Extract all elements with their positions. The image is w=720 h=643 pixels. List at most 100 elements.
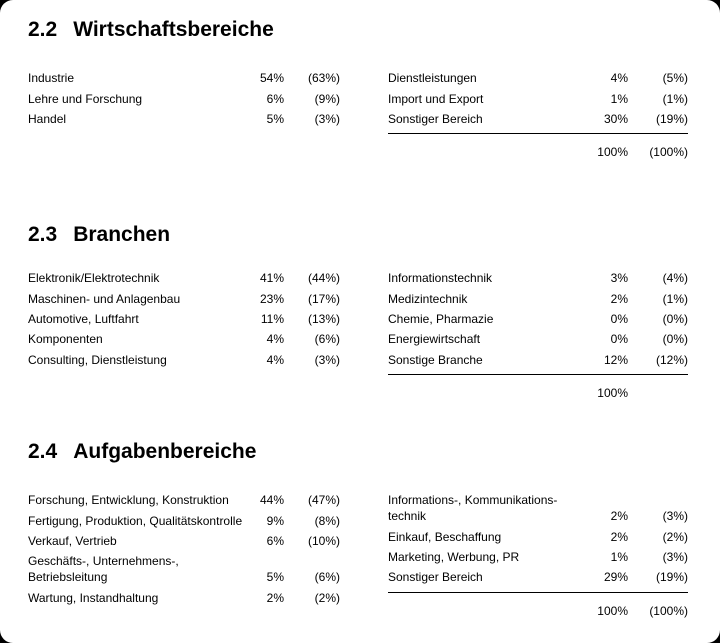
section-heading: 2.3 Branchen [28, 222, 688, 248]
row-value-previous: (12%) [655, 352, 688, 367]
section-title: Branchen [73, 223, 171, 246]
row-label: Forschung, Entwicklung, Konstruktion [28, 493, 229, 508]
total-value-current: 100% [597, 145, 628, 160]
row-value-previous: (19%) [655, 570, 688, 585]
section-columns: Industrie 54% (63%) Lehre und Forschung … [28, 68, 688, 163]
total-value-current: 100% [597, 386, 628, 401]
row-value-current: 5% [266, 570, 284, 585]
row-label: Sonstige Branche [388, 352, 483, 367]
row-value-current: 41% [259, 271, 284, 286]
stat-row: Maschinen- und Anlagenbau 23% (17%) [28, 288, 340, 308]
stat-row: Fertigung, Produktion, Qualitätskontroll… [28, 510, 340, 530]
stats-table-left: Forschung, Entwicklung, Konstruktion 44%… [28, 490, 340, 621]
stat-row: Energiewirtschaft 0% (0%) [388, 329, 688, 349]
row-value-current: 1% [610, 549, 628, 564]
row-label: Einkauf, Beschaffung [388, 529, 502, 544]
row-value-current: 9% [266, 513, 284, 528]
row-label: Lehre und Forschung [28, 91, 143, 106]
row-label: Fertigung, Produktion, Qualitätskontroll… [28, 513, 243, 528]
row-label: Marketing, Werbung, PR [388, 549, 520, 564]
stats-table-right: Informations-, Kommunikations- technik 2… [388, 490, 688, 621]
row-value-previous: (1%) [662, 91, 688, 106]
row-value-previous: (3%) [662, 509, 688, 524]
stat-row: Sonstiger Bereich 29% (19%) [388, 567, 688, 587]
row-label: Wartung, Instandhaltung [28, 590, 159, 605]
stats-table-right: Informationstechnik 3% (4%) Medizintechn… [388, 268, 688, 403]
stat-row: Informations-, Kommunikations- technik 2… [388, 490, 688, 526]
stat-row: Marketing, Werbung, PR 1% (3%) [388, 547, 688, 567]
total-value-previous: (100%) [649, 145, 688, 160]
row-value-previous: (8%) [314, 513, 340, 528]
row-label: Dienstleistungen [388, 71, 477, 86]
stat-row: Verkauf, Vertrieb 6% (10%) [28, 531, 340, 551]
row-value-current: 12% [603, 352, 628, 367]
total-value-previous: (100%) [649, 603, 688, 618]
row-value-current: 2% [610, 529, 628, 544]
row-value-previous: (6%) [314, 332, 340, 347]
section-heading: 2.2 Wirtschaftsbereiche [28, 17, 688, 43]
stats-table-left: Elektronik/Elektrotechnik 41% (44%) Masc… [28, 268, 340, 403]
row-value-previous: (44%) [307, 271, 340, 286]
row-value-current: 23% [259, 291, 284, 306]
row-value-previous: (2%) [314, 590, 340, 605]
stat-row: Sonstige Branche 12% (12%) [388, 350, 688, 370]
stat-row: Geschäfts-, Unternehmens-, Betriebsleitu… [28, 551, 340, 587]
row-value-previous: (19%) [655, 111, 688, 126]
row-value-previous: (6%) [314, 570, 340, 585]
row-value-previous: (4%) [662, 271, 688, 286]
sum-divider [388, 133, 688, 135]
row-value-previous: (3%) [662, 549, 688, 564]
row-value-previous: (5%) [662, 71, 688, 86]
row-value-previous: (2%) [662, 529, 688, 544]
row-value-previous: (9%) [314, 91, 340, 106]
row-value-previous: (3%) [314, 111, 340, 126]
row-value-current: 6% [266, 91, 284, 106]
stat-row: Consulting, Dienstleistung 4% (3%) [28, 350, 340, 370]
section-title: Aufgabenbereiche [73, 440, 257, 463]
section-columns: Forschung, Entwicklung, Konstruktion 44%… [28, 490, 688, 621]
row-label: Handel [28, 111, 67, 126]
row-label: Medizintechnik [388, 291, 468, 306]
stat-row: Forschung, Entwicklung, Konstruktion 44%… [28, 490, 340, 510]
row-value-current: 5% [266, 111, 284, 126]
totals-row: 100% (100%) [388, 142, 688, 162]
stat-row: Industrie 54% (63%) [28, 68, 340, 88]
stat-row: Elektronik/Elektrotechnik 41% (44%) [28, 268, 340, 288]
section-heading: 2.4 Aufgabenbereiche [28, 439, 688, 465]
row-value-previous: (17%) [307, 291, 340, 306]
row-label: Maschinen- und Anlagenbau [28, 291, 181, 306]
row-value-current: 30% [603, 111, 628, 126]
row-value-current: 4% [266, 332, 284, 347]
row-label: Komponenten [28, 332, 103, 347]
section-number: 2.4 [28, 440, 58, 463]
totals-row: 100% (100%) [388, 601, 688, 621]
section-title: Wirtschaftsbereiche [73, 18, 274, 41]
sum-divider [388, 373, 688, 375]
row-value-current: 3% [610, 271, 628, 286]
stat-row: Einkauf, Beschaffung 2% (2%) [388, 526, 688, 546]
stats-table-left: Industrie 54% (63%) Lehre und Forschung … [28, 68, 340, 163]
stat-row: Dienstleistungen 4% (5%) [388, 68, 688, 88]
row-label: Sonstiger Bereich [388, 570, 483, 585]
row-value-current: 54% [259, 71, 284, 86]
row-value-current: 2% [266, 590, 284, 605]
section-aufgabenbereiche: 2.4 Aufgabenbereiche Forschung, Entwicklu… [28, 439, 688, 621]
row-value-current: 4% [266, 352, 284, 367]
row-value-current: 44% [259, 493, 284, 508]
stats-table-right: Dienstleistungen 4% (5%) Import und Expo… [388, 68, 688, 163]
stat-row: Import und Export 1% (1%) [388, 88, 688, 108]
row-value-previous: (0%) [662, 311, 688, 326]
row-value-current: 4% [610, 71, 628, 86]
section-wirtschaftsbereiche: 2.2 Wirtschaftsbereiche Industrie 54% (63… [28, 17, 688, 163]
row-label: Energiewirtschaft [388, 332, 481, 347]
row-value-previous: (63%) [307, 71, 340, 86]
row-value-current: 1% [610, 91, 628, 106]
row-label: Consulting, Dienstleistung [28, 352, 167, 367]
section-columns: Elektronik/Elektrotechnik 41% (44%) Masc… [28, 268, 688, 403]
stat-row: Medizintechnik 2% (1%) [388, 288, 688, 308]
row-value-current: 29% [603, 570, 628, 585]
row-value-previous: (47%) [307, 493, 340, 508]
row-value-current: 6% [266, 533, 284, 548]
stat-row: Handel 5% (3%) [28, 109, 340, 129]
